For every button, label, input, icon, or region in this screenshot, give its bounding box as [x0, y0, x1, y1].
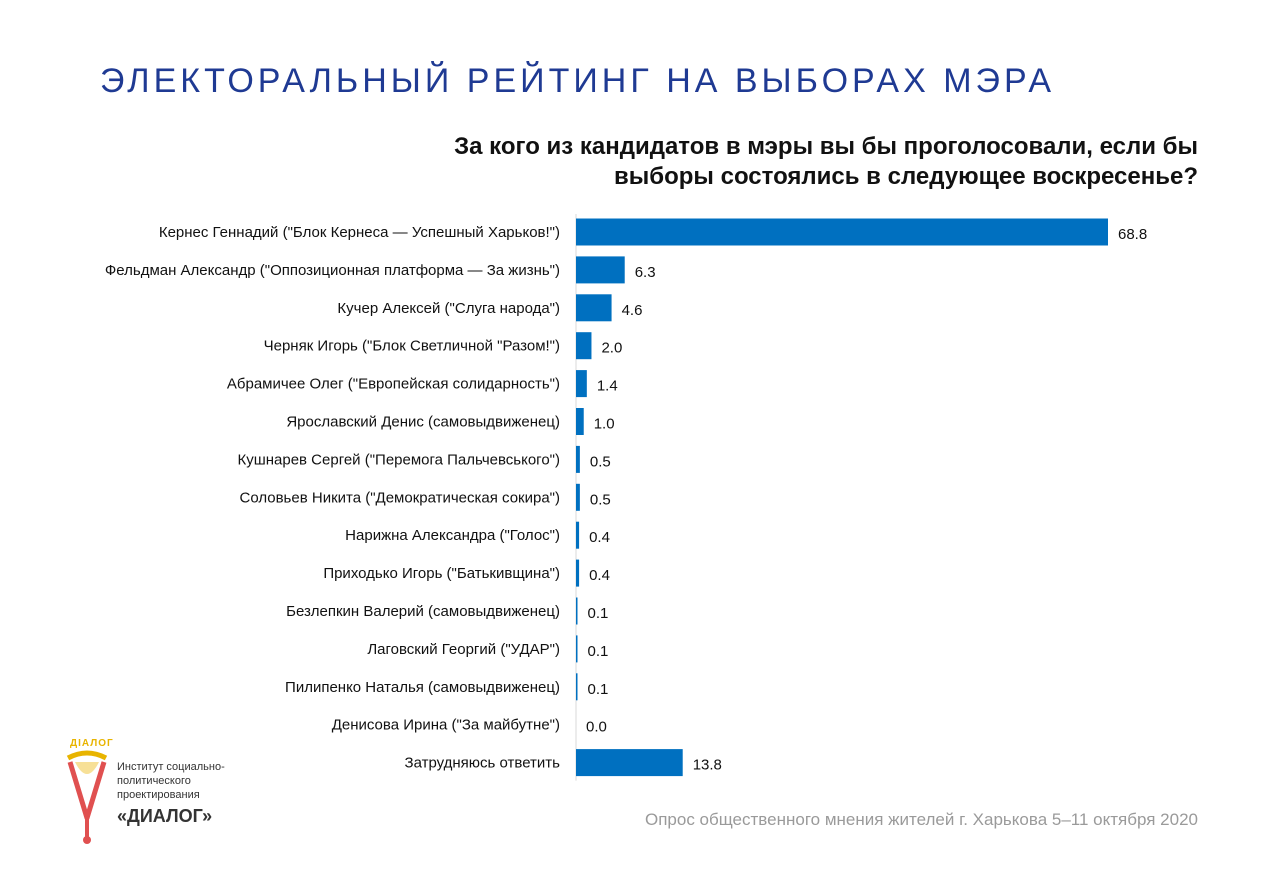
category-label: Безлепкин Валерий (самовыдвиженец) — [286, 603, 560, 620]
bar — [576, 749, 683, 777]
data-label: 0.1 — [588, 643, 609, 660]
category-label: Абрамичее Олег ("Европейская солидарност… — [227, 376, 560, 393]
bar — [576, 521, 580, 549]
data-label: 2.0 — [601, 340, 622, 357]
category-label: Нарижна Александра ("Голос") — [345, 527, 560, 544]
bar — [576, 597, 578, 625]
category-label: Соловьев Никита ("Демократическая сокира… — [239, 489, 560, 506]
bar — [576, 483, 580, 511]
slide-title: ЭЛЕКТОРАЛЬНЫЙ РЕЙТИНГ НА ВЫБОРАХ МЭРА — [100, 62, 1056, 100]
survey-footnote: Опрос общественного мнения жителей г. Ха… — [645, 810, 1198, 829]
category-label: Денисова Ирина ("За майбутне") — [332, 717, 560, 734]
category-label: Приходько Игорь ("Батькивщина") — [323, 565, 560, 582]
bar — [576, 332, 592, 360]
category-label: Затрудняюсь ответить — [405, 755, 561, 772]
bar — [576, 294, 612, 322]
bar — [576, 559, 580, 587]
data-label: 0.4 — [589, 529, 610, 546]
data-label: 4.6 — [622, 302, 643, 319]
logo-line-1: Институт социально- — [117, 761, 225, 773]
data-label: 68.8 — [1118, 226, 1147, 243]
category-label: Лаговский Георгий ("УДАР") — [367, 641, 560, 658]
category-label: Кучер Алексей ("Слуга народа") — [337, 300, 560, 317]
category-label: Черняк Игорь ("Блок Светличной "Разом!") — [264, 338, 560, 355]
data-label: 13.8 — [693, 757, 722, 774]
data-label: 0.5 — [590, 453, 611, 470]
logo-mark-icon — [66, 750, 108, 844]
data-label: 1.4 — [597, 378, 618, 395]
data-label: 0.5 — [590, 491, 611, 508]
bar — [576, 408, 584, 435]
data-label: 0.0 — [586, 719, 607, 736]
bar — [576, 445, 580, 473]
question-line-2: выборы состоялись в следующее воскресень… — [614, 163, 1198, 190]
bar — [576, 673, 578, 701]
logo: ДІАЛОГ Институт социально- политического… — [62, 738, 262, 848]
bar — [576, 256, 625, 284]
category-label: Пилипенко Наталья (самовыдвиженец) — [285, 679, 560, 696]
logo-caption: Институт социально- политического проект… — [117, 760, 225, 802]
data-label: 0.1 — [588, 681, 609, 698]
question-text: За кого из кандидатов в мэры вы бы прого… — [298, 132, 1198, 192]
data-label: 0.4 — [589, 567, 610, 584]
logo-line-2: политического — [117, 775, 191, 787]
bar — [576, 635, 578, 663]
data-label: 1.0 — [594, 416, 615, 433]
category-label: Кушнарев Сергей ("Перемога Пальчевського… — [237, 451, 560, 468]
bar — [576, 218, 1108, 246]
category-label: Фельдман Александр ("Оппозиционная платф… — [105, 262, 560, 279]
question-line-1: За кого из кандидатов в мэры вы бы прого… — [454, 133, 1198, 160]
category-label: Ярославский Денис (самовыдвиженец) — [286, 414, 560, 431]
logo-brand: «ДИАЛОГ» — [117, 806, 213, 826]
data-label: 6.3 — [635, 264, 656, 281]
data-label: 0.1 — [588, 605, 609, 622]
logo-arc-text: ДІАЛОГ — [70, 738, 114, 749]
category-label: Кернес Геннадий ("Блок Кернеса — Успешны… — [159, 224, 560, 241]
bar — [576, 370, 587, 398]
logo-line-3: проектирования — [117, 789, 200, 801]
